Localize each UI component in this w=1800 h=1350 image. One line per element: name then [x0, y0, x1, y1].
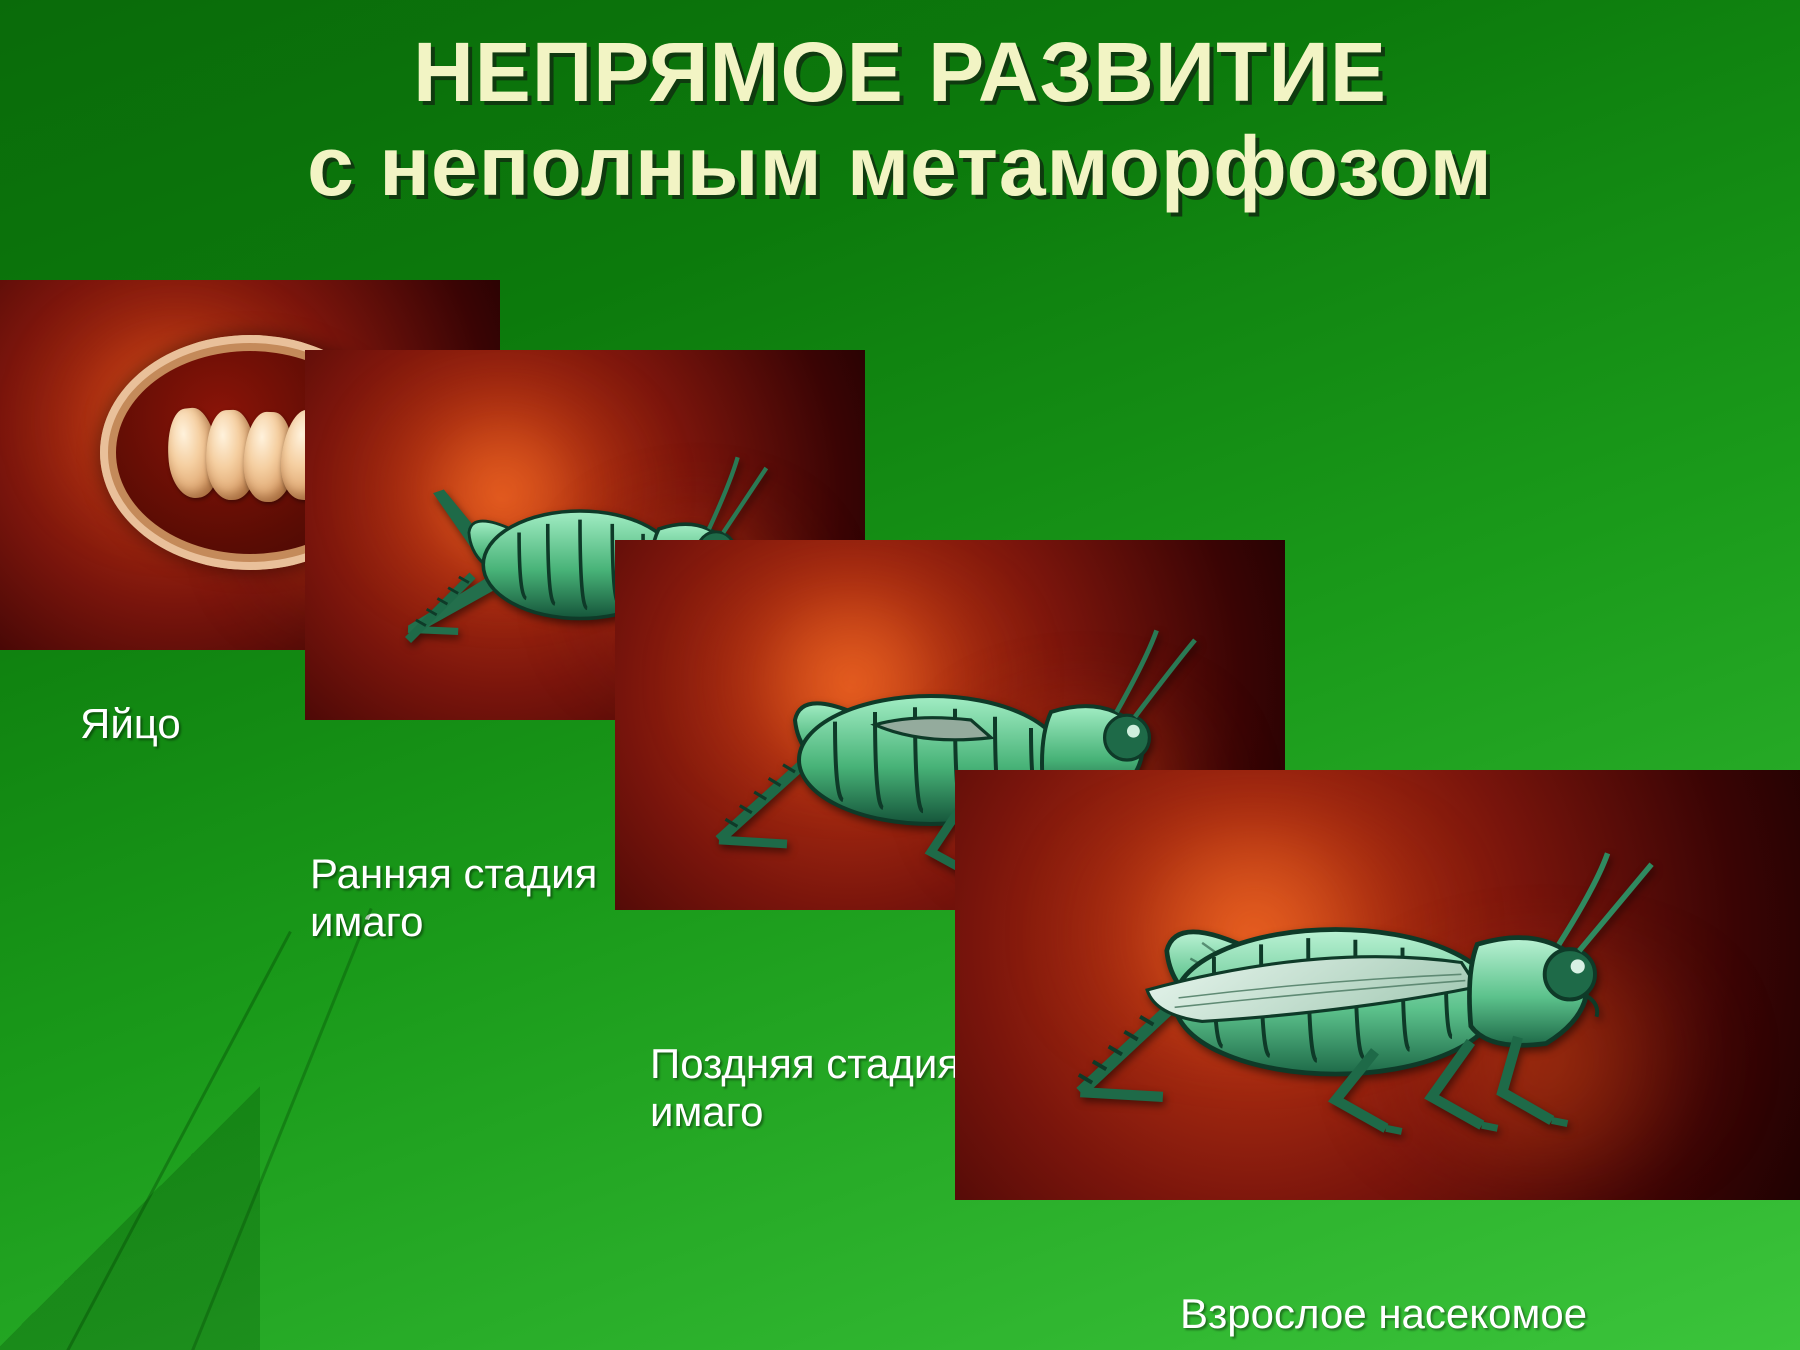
decor-line-icon	[45, 931, 292, 1350]
slide-title: НЕПРЯМОЕ РАЗВИТИЕ с неполным метаморфозо…	[0, 28, 1800, 210]
title-line-1: НЕПРЯМОЕ РАЗВИТИЕ	[0, 28, 1800, 116]
panel-adult	[955, 770, 1800, 1200]
title-line-2: с неполным метаморфозом	[0, 122, 1800, 210]
caption-text: Ранняя стадия имаго	[310, 850, 597, 945]
caption-adult: Взрослое насекомое	[1180, 1290, 1587, 1338]
caption-egg: Яйцо	[80, 700, 181, 748]
corner-fold-icon	[0, 950, 260, 1350]
caption-text: Поздняя стадия имаго	[650, 1040, 960, 1135]
grasshopper-adult-icon	[995, 825, 1755, 1155]
eggs-row	[174, 408, 326, 498]
decor-line-icon	[175, 908, 373, 1350]
slide: НЕПРЯМОЕ РАЗВИТИЕ с неполным метаморфозо…	[0, 0, 1800, 1350]
